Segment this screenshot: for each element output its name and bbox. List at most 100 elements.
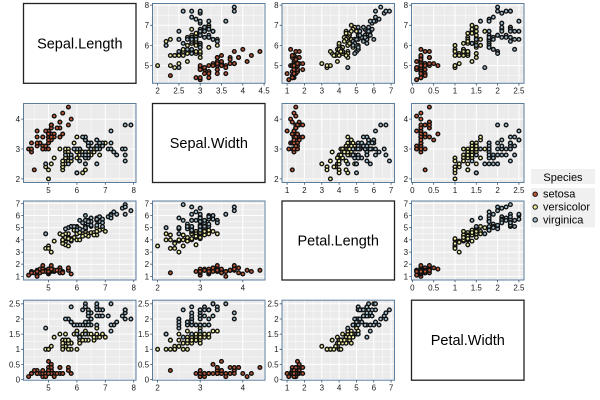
svg-text:5: 5 (274, 62, 279, 71)
svg-text:4: 4 (16, 236, 21, 245)
svg-text:8: 8 (131, 186, 136, 195)
svg-text:1.5: 1.5 (267, 330, 279, 339)
svg-text:6: 6 (404, 211, 409, 220)
svg-text:Petal.Width: Petal.Width (431, 333, 505, 349)
svg-text:1: 1 (145, 272, 150, 281)
svg-text:7: 7 (103, 186, 108, 195)
svg-text:4: 4 (241, 283, 246, 292)
svg-text:1: 1 (16, 272, 21, 281)
svg-text:4.5: 4.5 (259, 87, 271, 96)
svg-text:2.5: 2.5 (513, 283, 525, 292)
svg-text:3: 3 (198, 384, 203, 393)
svg-text:7: 7 (389, 87, 394, 96)
svg-text:4: 4 (404, 115, 409, 124)
svg-text:7: 7 (145, 199, 150, 208)
svg-text:0: 0 (274, 376, 279, 385)
svg-text:2.5: 2.5 (138, 300, 150, 309)
svg-text:Sepal.Width: Sepal.Width (170, 136, 248, 152)
svg-text:Petal.Length: Petal.Length (297, 234, 378, 250)
svg-text:2: 2 (145, 260, 150, 269)
svg-text:0.5: 0.5 (428, 87, 440, 96)
svg-text:4: 4 (337, 186, 342, 195)
svg-text:4: 4 (274, 115, 279, 124)
svg-text:4: 4 (241, 384, 246, 393)
svg-text:0: 0 (410, 186, 415, 195)
svg-text:1: 1 (453, 283, 458, 292)
svg-text:8: 8 (145, 1, 150, 10)
svg-text:0: 0 (145, 376, 150, 385)
svg-text:8: 8 (274, 1, 279, 10)
svg-text:2: 2 (404, 175, 409, 184)
svg-text:8: 8 (131, 283, 136, 292)
svg-text:0: 0 (16, 376, 21, 385)
svg-text:Sepal.Length: Sepal.Length (37, 36, 122, 52)
svg-text:4: 4 (16, 115, 21, 124)
svg-text:3: 3 (145, 248, 150, 257)
svg-text:4: 4 (241, 87, 246, 96)
svg-text:Species: Species (543, 172, 583, 184)
svg-text:0.5: 0.5 (428, 186, 440, 195)
svg-text:3: 3 (16, 248, 21, 257)
svg-text:5: 5 (16, 224, 21, 233)
svg-text:6: 6 (372, 186, 377, 195)
svg-text:8: 8 (404, 1, 409, 10)
svg-text:0.5: 0.5 (267, 360, 279, 369)
svg-text:3: 3 (404, 145, 409, 154)
svg-text:1: 1 (285, 186, 290, 195)
svg-text:1: 1 (404, 272, 409, 281)
svg-text:2.5: 2.5 (9, 300, 21, 309)
svg-text:4: 4 (337, 87, 342, 96)
svg-text:3: 3 (320, 87, 325, 96)
svg-text:virginica: virginica (543, 214, 584, 226)
svg-text:2: 2 (302, 87, 307, 96)
svg-text:7: 7 (103, 384, 108, 393)
svg-text:1.5: 1.5 (471, 186, 483, 195)
svg-text:6: 6 (372, 87, 377, 96)
svg-text:4: 4 (337, 384, 342, 393)
svg-text:2: 2 (16, 175, 21, 184)
svg-text:versicolor: versicolor (543, 202, 590, 214)
svg-text:2.5: 2.5 (513, 87, 525, 96)
svg-text:6: 6 (75, 283, 80, 292)
svg-text:5: 5 (145, 62, 150, 71)
svg-text:4: 4 (404, 236, 409, 245)
svg-text:3: 3 (320, 186, 325, 195)
svg-text:1: 1 (145, 345, 150, 354)
svg-text:5: 5 (145, 224, 150, 233)
svg-text:5: 5 (354, 87, 359, 96)
svg-text:1: 1 (453, 87, 458, 96)
svg-text:2: 2 (302, 186, 307, 195)
svg-text:1.5: 1.5 (471, 87, 483, 96)
svg-text:8: 8 (131, 384, 136, 393)
svg-text:6: 6 (75, 384, 80, 393)
svg-text:0.5: 0.5 (138, 360, 150, 369)
svg-text:2: 2 (16, 315, 21, 324)
svg-text:1: 1 (16, 345, 21, 354)
svg-text:7: 7 (145, 21, 150, 30)
svg-text:2: 2 (155, 87, 160, 96)
svg-text:6: 6 (145, 41, 150, 50)
svg-text:2: 2 (145, 315, 150, 324)
svg-text:3: 3 (274, 145, 279, 154)
svg-text:2.5: 2.5 (173, 87, 185, 96)
svg-text:1: 1 (285, 87, 290, 96)
svg-text:6: 6 (75, 186, 80, 195)
svg-text:3: 3 (320, 384, 325, 393)
svg-text:1.5: 1.5 (471, 283, 483, 292)
svg-text:2: 2 (16, 260, 21, 269)
svg-text:setosa: setosa (543, 189, 576, 201)
svg-text:3: 3 (404, 248, 409, 257)
svg-text:2: 2 (302, 384, 307, 393)
svg-text:1: 1 (274, 345, 279, 354)
svg-text:7: 7 (404, 21, 409, 30)
svg-text:6: 6 (274, 41, 279, 50)
svg-text:2: 2 (495, 186, 500, 195)
svg-text:3: 3 (198, 87, 203, 96)
svg-text:1.5: 1.5 (138, 330, 150, 339)
svg-text:6: 6 (145, 211, 150, 220)
svg-text:5: 5 (354, 186, 359, 195)
svg-text:7: 7 (16, 199, 21, 208)
svg-text:2.5: 2.5 (267, 300, 279, 309)
svg-text:0: 0 (410, 87, 415, 96)
svg-text:0.5: 0.5 (428, 283, 440, 292)
